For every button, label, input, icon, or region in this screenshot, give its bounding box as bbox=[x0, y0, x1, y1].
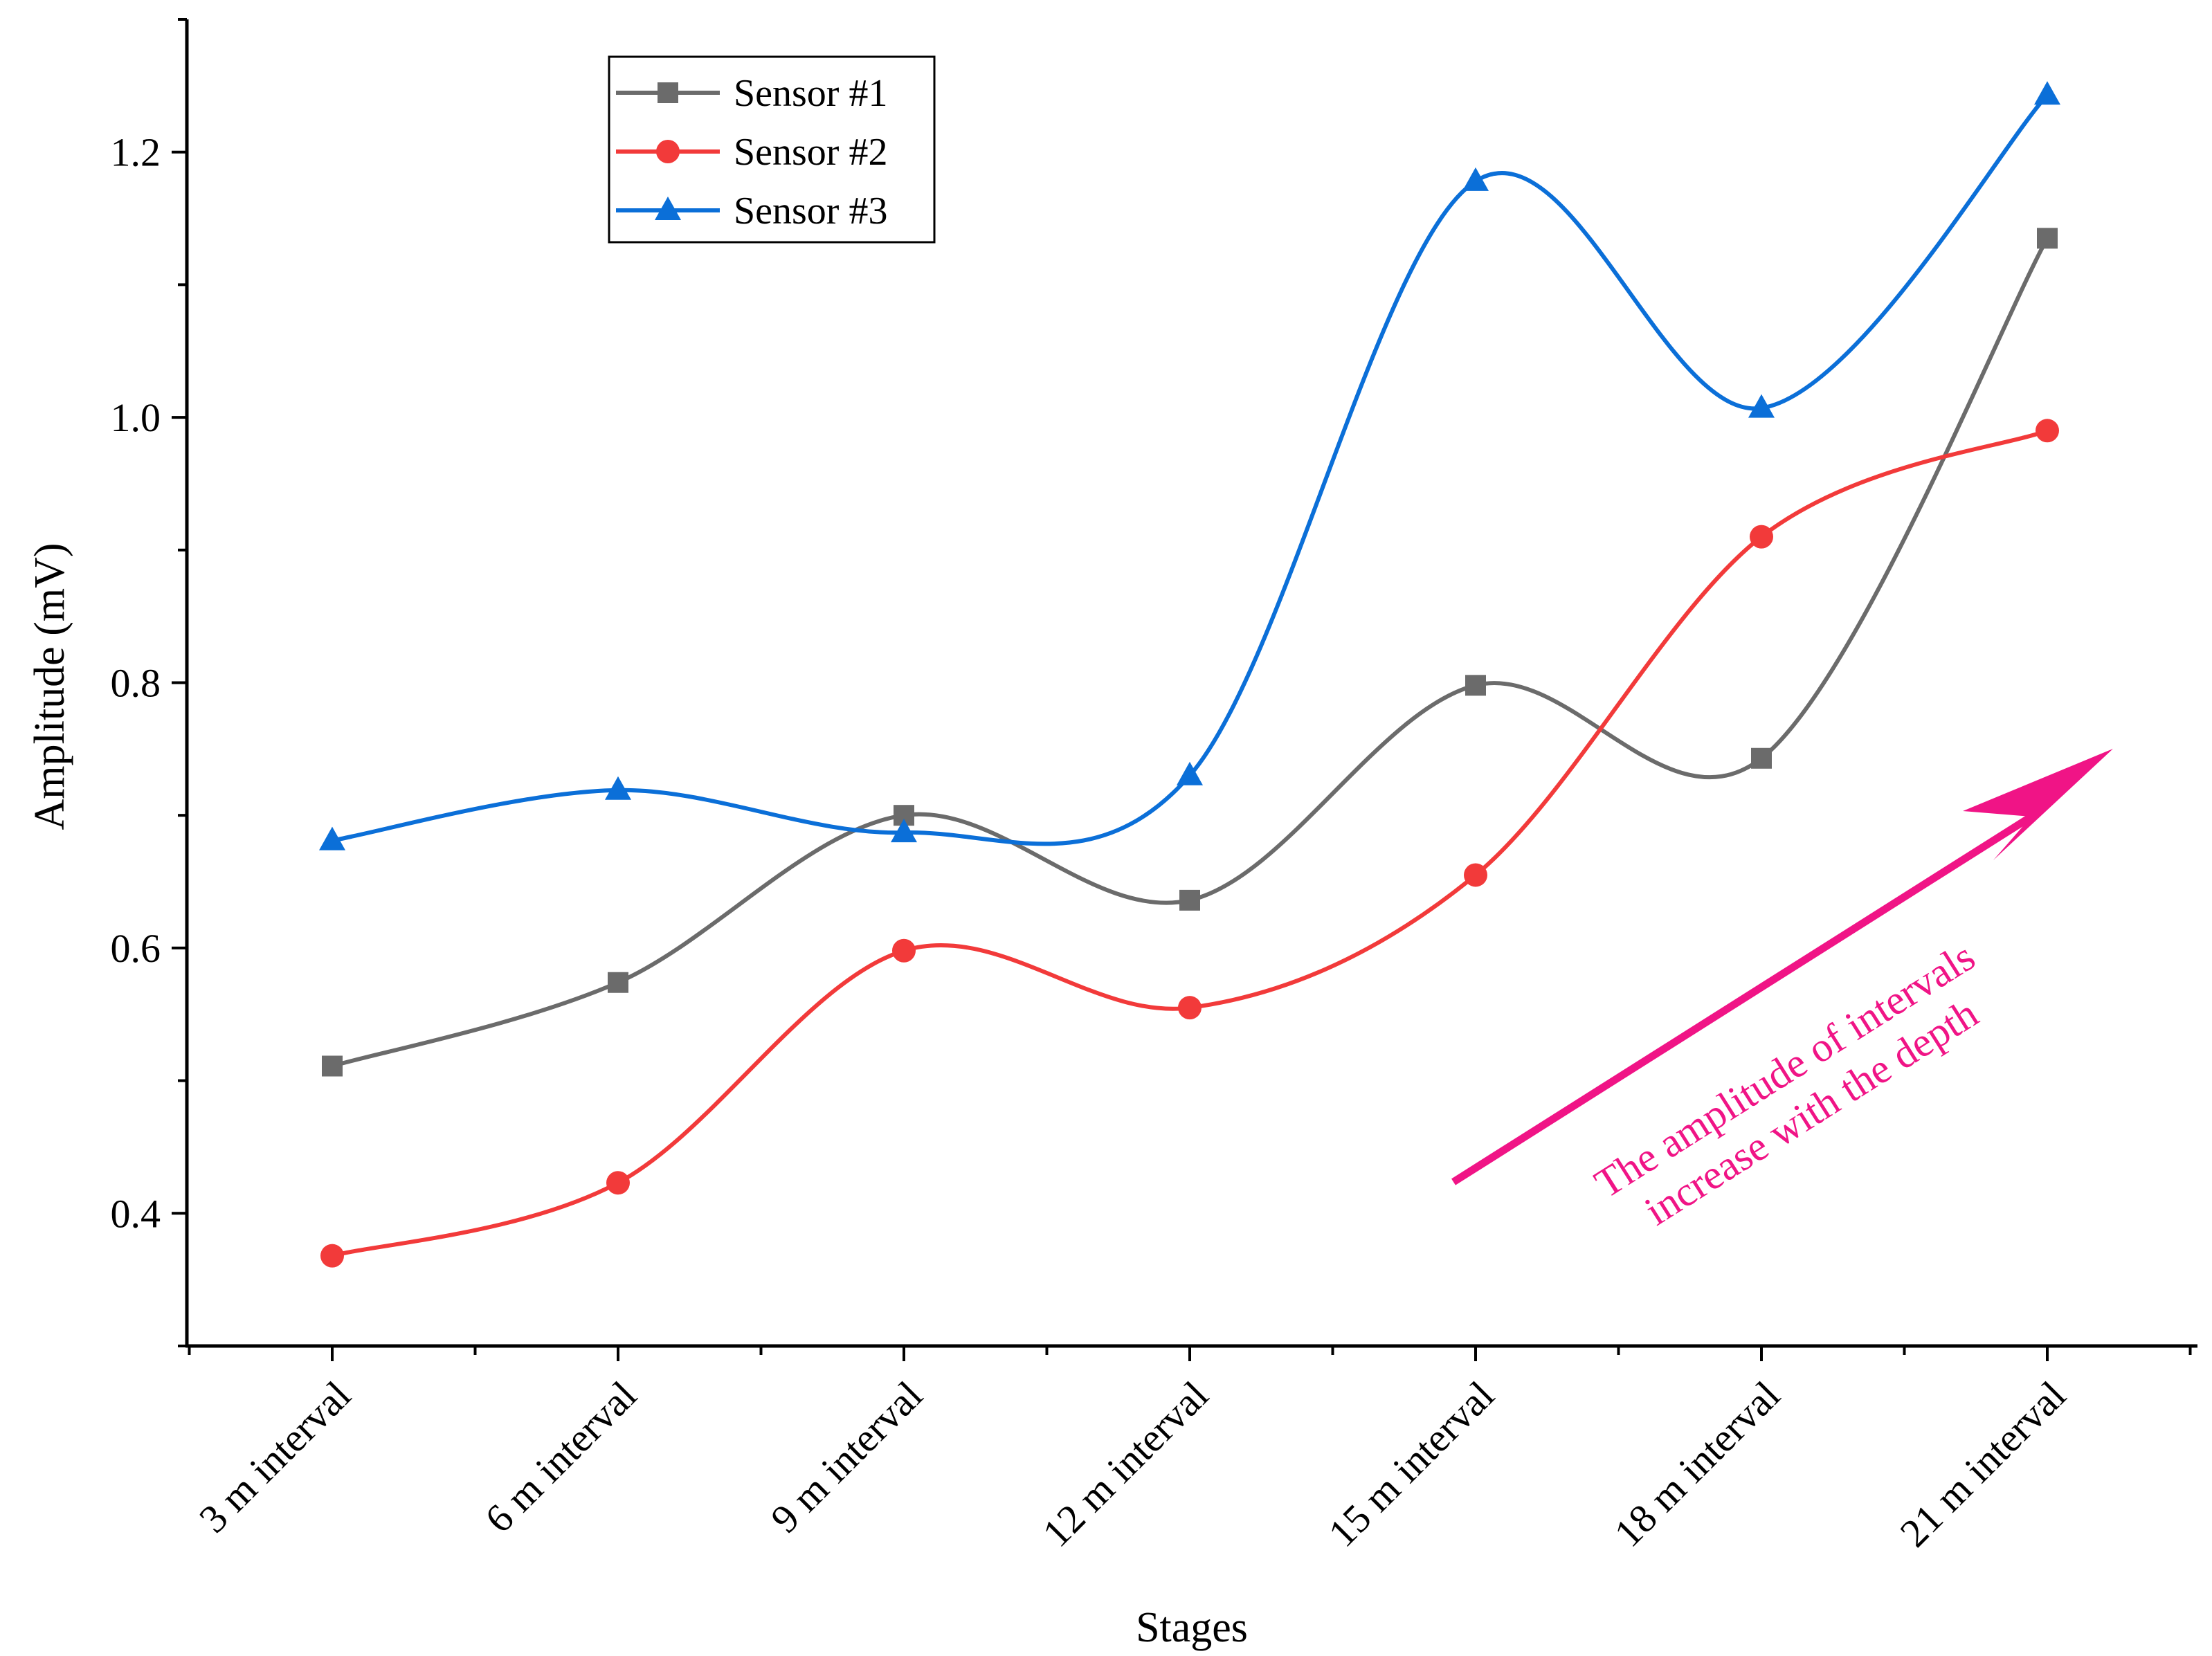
series-1-point-1 bbox=[322, 1055, 343, 1077]
series-3 bbox=[319, 81, 2060, 850]
series-2-point-7 bbox=[2036, 419, 2059, 443]
y-tick-label: 1.2 bbox=[111, 130, 161, 175]
legend-item-2: Sensor #2 bbox=[616, 131, 887, 174]
x-tick-label: 12 m interval bbox=[1034, 1372, 1217, 1556]
x-tick-label: 18 m interval bbox=[1606, 1372, 1789, 1556]
series-1-point-4 bbox=[1179, 889, 1200, 911]
series-3-point-3 bbox=[891, 819, 917, 843]
plot-area bbox=[319, 81, 2060, 1268]
series-2-point-2 bbox=[606, 1171, 630, 1195]
x-tick-label: 3 m interval bbox=[190, 1372, 359, 1541]
series-2-point-5 bbox=[1464, 863, 1487, 887]
series-3-point-7 bbox=[2034, 81, 2060, 105]
series-3-point-5 bbox=[1462, 167, 1489, 191]
legend-label: Sensor #2 bbox=[734, 131, 887, 174]
y-axis-title: Amplitude (mV) bbox=[26, 543, 73, 830]
series-2-point-3 bbox=[892, 938, 916, 963]
series-3-point-4 bbox=[1177, 761, 1203, 785]
x-axis-title: Stages bbox=[1136, 1604, 1248, 1651]
x-tick-label: 21 m interval bbox=[1892, 1372, 2075, 1556]
series-3-point-2 bbox=[605, 776, 631, 800]
x-tick-label: 9 m interval bbox=[762, 1372, 931, 1541]
legend-swatch-marker bbox=[658, 82, 678, 103]
legend-item-3: Sensor #3 bbox=[616, 190, 887, 233]
series-3-point-6 bbox=[1748, 394, 1775, 418]
series-2-point-1 bbox=[320, 1244, 344, 1268]
legend-swatch-marker bbox=[656, 140, 680, 163]
annotation-arrow-head bbox=[1963, 749, 2113, 860]
series-1-point-7 bbox=[2037, 228, 2058, 249]
x-tick-label: 6 m interval bbox=[476, 1372, 645, 1541]
series-1-point-5 bbox=[1465, 675, 1486, 696]
series-2-point-6 bbox=[1750, 525, 1773, 549]
legend-label: Sensor #3 bbox=[734, 190, 887, 233]
y-tick-label: 0.8 bbox=[111, 661, 161, 706]
y-tick-label: 0.4 bbox=[111, 1191, 161, 1236]
legend: Sensor #1 Sensor #2 Sensor #3 bbox=[608, 55, 936, 244]
series-3-point-1 bbox=[319, 826, 345, 850]
legend-swatch-marker bbox=[655, 197, 681, 220]
series-line-1 bbox=[332, 237, 2049, 1068]
legend-item-1: Sensor #1 bbox=[616, 72, 887, 115]
legend-label: Sensor #1 bbox=[734, 72, 887, 115]
series-1-point-2 bbox=[608, 972, 628, 993]
y-tick-label: 1.0 bbox=[111, 395, 161, 440]
series-2 bbox=[320, 419, 2059, 1268]
annotation-arrow-shaft bbox=[1451, 813, 2033, 1185]
y-tick-label: 0.6 bbox=[111, 926, 161, 971]
series-2-point-4 bbox=[1178, 996, 1202, 1020]
x-tick-label: 15 m interval bbox=[1320, 1372, 1503, 1556]
series-1-point-6 bbox=[1751, 747, 1772, 769]
series-1 bbox=[322, 228, 2058, 1077]
